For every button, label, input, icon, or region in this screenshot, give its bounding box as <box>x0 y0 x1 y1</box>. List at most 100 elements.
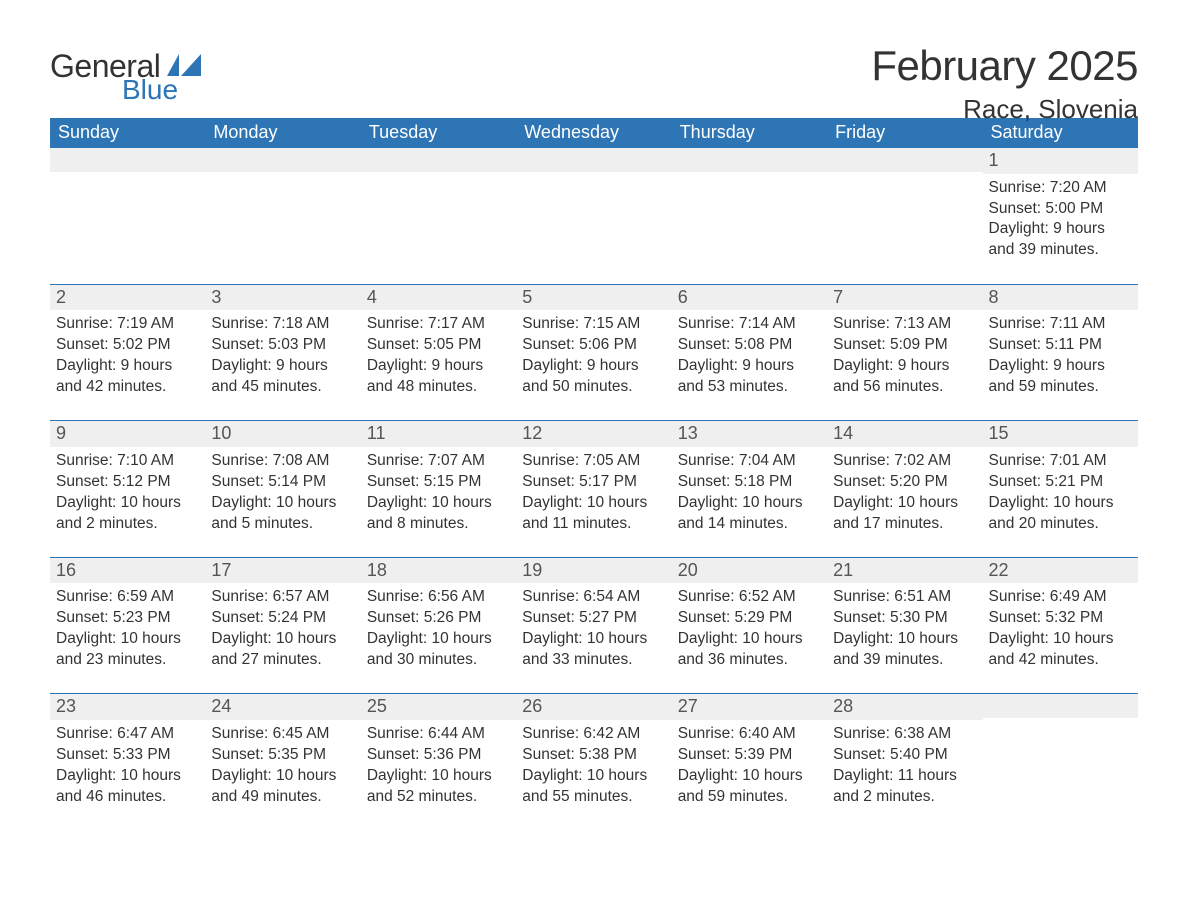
day-cell-body: Sunrise: 7:08 AMSunset: 5:14 PMDaylight:… <box>205 447 360 557</box>
day-cell-body: Sunrise: 6:51 AMSunset: 5:30 PMDaylight:… <box>827 583 982 693</box>
sunset-line: Sunset: 5:11 PM <box>989 335 1132 356</box>
day-number-band <box>516 148 671 172</box>
sunrise-line: Sunrise: 7:08 AM <box>211 451 354 472</box>
daylight-line: Daylight: 11 hours and 2 minutes. <box>833 766 976 808</box>
daylight-line: Daylight: 10 hours and 30 minutes. <box>367 629 510 671</box>
calendar-body: 1Sunrise: 7:20 AMSunset: 5:00 PMDaylight… <box>50 148 1138 830</box>
day-number-band <box>983 694 1138 718</box>
sunrise-line: Sunrise: 7:18 AM <box>211 314 354 335</box>
sunrise-line: Sunrise: 7:07 AM <box>367 451 510 472</box>
sunset-line: Sunset: 5:08 PM <box>678 335 821 356</box>
calendar-cell: 27Sunrise: 6:40 AMSunset: 5:39 PMDayligh… <box>672 694 827 830</box>
daylight-line: Daylight: 10 hours and 17 minutes. <box>833 493 976 535</box>
day-number-band: 15 <box>983 421 1138 447</box>
sunset-line: Sunset: 5:14 PM <box>211 472 354 493</box>
day-number-band: 1 <box>983 148 1138 174</box>
weekday-header: Tuesday <box>361 118 516 148</box>
calendar-cell: 17Sunrise: 6:57 AMSunset: 5:24 PMDayligh… <box>205 557 360 694</box>
day-cell-body: Sunrise: 6:57 AMSunset: 5:24 PMDaylight:… <box>205 583 360 693</box>
day-number-band: 7 <box>827 285 982 311</box>
sunset-line: Sunset: 5:15 PM <box>367 472 510 493</box>
calendar-cell: 19Sunrise: 6:54 AMSunset: 5:27 PMDayligh… <box>516 557 671 694</box>
sunset-line: Sunset: 5:18 PM <box>678 472 821 493</box>
day-number-band: 6 <box>672 285 827 311</box>
day-cell-body: Sunrise: 7:20 AMSunset: 5:00 PMDaylight:… <box>983 174 1138 284</box>
day-cell-body: Sunrise: 6:47 AMSunset: 5:33 PMDaylight:… <box>50 720 205 830</box>
sunset-line: Sunset: 5:38 PM <box>522 745 665 766</box>
day-number-band: 13 <box>672 421 827 447</box>
day-cell-body: Sunrise: 7:07 AMSunset: 5:15 PMDaylight:… <box>361 447 516 557</box>
daylight-line: Daylight: 10 hours and 49 minutes. <box>211 766 354 808</box>
day-cell-body <box>361 172 516 282</box>
sunset-line: Sunset: 5:03 PM <box>211 335 354 356</box>
sunset-line: Sunset: 5:33 PM <box>56 745 199 766</box>
day-number-band <box>205 148 360 172</box>
calendar-cell: 20Sunrise: 6:52 AMSunset: 5:29 PMDayligh… <box>672 557 827 694</box>
calendar-cell <box>827 148 982 284</box>
day-number-band: 14 <box>827 421 982 447</box>
calendar-week-row: 16Sunrise: 6:59 AMSunset: 5:23 PMDayligh… <box>50 557 1138 694</box>
daylight-line: Daylight: 9 hours and 56 minutes. <box>833 356 976 398</box>
daylight-line: Daylight: 9 hours and 48 minutes. <box>367 356 510 398</box>
day-cell-body: Sunrise: 6:49 AMSunset: 5:32 PMDaylight:… <box>983 583 1138 693</box>
day-cell-body <box>50 172 205 282</box>
calendar-cell: 22Sunrise: 6:49 AMSunset: 5:32 PMDayligh… <box>983 557 1138 694</box>
day-cell-body: Sunrise: 6:40 AMSunset: 5:39 PMDaylight:… <box>672 720 827 830</box>
sunset-line: Sunset: 5:12 PM <box>56 472 199 493</box>
day-cell-body: Sunrise: 7:04 AMSunset: 5:18 PMDaylight:… <box>672 447 827 557</box>
sunrise-line: Sunrise: 6:44 AM <box>367 724 510 745</box>
day-cell-body <box>516 172 671 282</box>
calendar-cell: 11Sunrise: 7:07 AMSunset: 5:15 PMDayligh… <box>361 421 516 558</box>
daylight-line: Daylight: 10 hours and 5 minutes. <box>211 493 354 535</box>
sunrise-line: Sunrise: 6:57 AM <box>211 587 354 608</box>
calendar-cell <box>205 148 360 284</box>
day-number-band: 2 <box>50 285 205 311</box>
sunrise-line: Sunrise: 7:20 AM <box>989 178 1132 199</box>
sunrise-line: Sunrise: 7:05 AM <box>522 451 665 472</box>
sunrise-line: Sunrise: 6:38 AM <box>833 724 976 745</box>
sunset-line: Sunset: 5:29 PM <box>678 608 821 629</box>
sunrise-line: Sunrise: 7:15 AM <box>522 314 665 335</box>
day-number-band <box>361 148 516 172</box>
calendar-cell <box>50 148 205 284</box>
daylight-line: Daylight: 10 hours and 20 minutes. <box>989 493 1132 535</box>
calendar-cell: 28Sunrise: 6:38 AMSunset: 5:40 PMDayligh… <box>827 694 982 830</box>
sunset-line: Sunset: 5:27 PM <box>522 608 665 629</box>
sunset-line: Sunset: 5:23 PM <box>56 608 199 629</box>
calendar-cell: 4Sunrise: 7:17 AMSunset: 5:05 PMDaylight… <box>361 284 516 421</box>
calendar-cell: 15Sunrise: 7:01 AMSunset: 5:21 PMDayligh… <box>983 421 1138 558</box>
day-number-band: 3 <box>205 285 360 311</box>
day-number-band: 9 <box>50 421 205 447</box>
calendar-cell: 10Sunrise: 7:08 AMSunset: 5:14 PMDayligh… <box>205 421 360 558</box>
sunrise-line: Sunrise: 6:54 AM <box>522 587 665 608</box>
sunrise-line: Sunrise: 6:51 AM <box>833 587 976 608</box>
calendar-cell <box>361 148 516 284</box>
calendar-cell: 21Sunrise: 6:51 AMSunset: 5:30 PMDayligh… <box>827 557 982 694</box>
calendar-cell: 2Sunrise: 7:19 AMSunset: 5:02 PMDaylight… <box>50 284 205 421</box>
day-cell-body: Sunrise: 7:19 AMSunset: 5:02 PMDaylight:… <box>50 310 205 420</box>
calendar-cell: 26Sunrise: 6:42 AMSunset: 5:38 PMDayligh… <box>516 694 671 830</box>
daylight-line: Daylight: 10 hours and 11 minutes. <box>522 493 665 535</box>
day-number-band: 4 <box>361 285 516 311</box>
weekday-header: Wednesday <box>516 118 671 148</box>
day-number-band: 20 <box>672 558 827 584</box>
calendar-cell: 9Sunrise: 7:10 AMSunset: 5:12 PMDaylight… <box>50 421 205 558</box>
day-number-band <box>672 148 827 172</box>
day-cell-body: Sunrise: 7:01 AMSunset: 5:21 PMDaylight:… <box>983 447 1138 557</box>
calendar-table: SundayMondayTuesdayWednesdayThursdayFrid… <box>50 118 1138 830</box>
weekday-header: Monday <box>205 118 360 148</box>
day-number-band: 23 <box>50 694 205 720</box>
sunset-line: Sunset: 5:36 PM <box>367 745 510 766</box>
calendar-cell <box>672 148 827 284</box>
daylight-line: Daylight: 9 hours and 50 minutes. <box>522 356 665 398</box>
day-number-band: 28 <box>827 694 982 720</box>
sunrise-line: Sunrise: 6:59 AM <box>56 587 199 608</box>
day-number-band: 25 <box>361 694 516 720</box>
day-cell-body: Sunrise: 6:59 AMSunset: 5:23 PMDaylight:… <box>50 583 205 693</box>
sunrise-line: Sunrise: 6:47 AM <box>56 724 199 745</box>
day-number-band: 21 <box>827 558 982 584</box>
logo-text: General Blue <box>50 50 201 104</box>
sunrise-line: Sunrise: 6:56 AM <box>367 587 510 608</box>
location: Race, Slovenia <box>871 94 1138 125</box>
calendar-cell: 25Sunrise: 6:44 AMSunset: 5:36 PMDayligh… <box>361 694 516 830</box>
